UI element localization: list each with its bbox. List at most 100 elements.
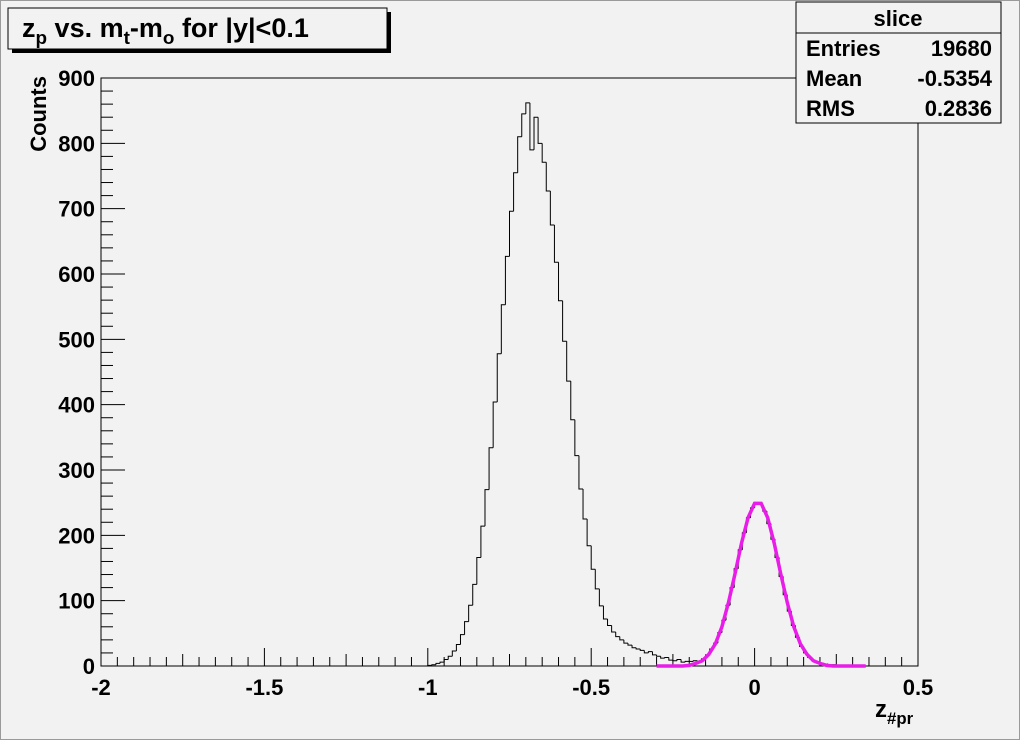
y-tick-label: 400 — [58, 393, 95, 418]
histogram-bin — [492, 401, 498, 448]
histogram-bin — [488, 447, 494, 490]
histogram-bin — [480, 525, 485, 558]
stats-value: -0.5354 — [917, 66, 992, 91]
text-run: vs. m — [47, 13, 124, 43]
x-tick-label: -1 — [418, 675, 438, 700]
plot-area — [100, 77, 919, 668]
text-run: #pr — [887, 709, 914, 728]
y-tick-label: 100 — [58, 589, 95, 614]
histogram-bin — [598, 588, 604, 607]
histogram-bin — [668, 657, 673, 661]
plot-frame — [100, 77, 919, 667]
text-run: -m — [130, 13, 163, 43]
y-tick-label: 900 — [58, 66, 95, 91]
histogram-bin — [513, 172, 518, 212]
text-run: o — [163, 28, 175, 49]
histogram-bin — [627, 643, 633, 646]
histogram-bin — [443, 658, 449, 663]
histogram-bin — [496, 353, 502, 403]
histogram-bin — [529, 102, 535, 151]
x-tick-label: -0.5 — [572, 675, 610, 700]
histogram-bin — [590, 545, 596, 570]
histogram-bin — [464, 621, 469, 635]
text-run: z — [22, 13, 36, 43]
histogram-bin — [684, 660, 690, 663]
histogram-bin — [431, 664, 436, 666]
histogram-bin — [594, 569, 600, 590]
histogram-bin — [517, 136, 522, 173]
y-tick-label: 600 — [58, 262, 95, 287]
stats-box — [795, 1, 1002, 124]
stats-value: 0.2836 — [925, 96, 992, 121]
histogram-bin — [476, 557, 481, 585]
histogram-bin — [562, 300, 567, 342]
histogram-bin — [570, 381, 575, 421]
histogram-bin — [553, 225, 559, 263]
histogram-bin — [643, 650, 649, 654]
stats-label: RMS — [806, 96, 855, 121]
histogram-bin — [602, 605, 608, 620]
histogram-bin — [631, 645, 637, 649]
histogram-bin — [533, 116, 539, 150]
histogram-bin — [672, 660, 677, 662]
x-axis-label: z#pr — [875, 696, 914, 728]
y-tick-label: 0 — [83, 654, 95, 679]
text-run: for |y|<0.1 — [174, 13, 308, 43]
stats-label: Mean — [806, 66, 862, 91]
histogram-bin — [680, 659, 686, 663]
histogram-bin — [537, 117, 543, 144]
histogram-bin — [504, 255, 510, 305]
fit-curve — [656, 501, 866, 668]
histogram-bin — [619, 636, 624, 641]
histogram-bin — [521, 113, 526, 137]
histogram-bin — [558, 262, 563, 302]
histogram-bin — [582, 488, 588, 520]
histogram-bin — [545, 162, 551, 192]
histogram-bin — [639, 649, 645, 651]
histogram-bin — [447, 655, 453, 660]
chart-title: zp vs. mt-mo for |y|<0.1 — [22, 13, 309, 49]
histogram-bin — [459, 634, 465, 645]
histogram-bin — [451, 650, 457, 657]
histogram-bin — [468, 604, 473, 622]
histogram-bin — [455, 643, 461, 651]
histogram-bin — [692, 660, 698, 662]
histogram-bin — [500, 304, 506, 354]
histogram-bin — [660, 656, 665, 659]
histogram-bin — [472, 583, 477, 606]
histogram-bin — [435, 662, 441, 665]
x-tick-label: 0.5 — [903, 675, 934, 700]
histogram-bin — [647, 651, 653, 653]
stats-label: Entries — [806, 36, 881, 61]
histogram-bin — [439, 661, 445, 664]
y-tick-label: 500 — [58, 327, 95, 352]
text-run: t — [124, 28, 131, 49]
histogram-bin — [484, 489, 490, 527]
y-tick-label: 800 — [58, 131, 95, 156]
histogram-bin — [427, 664, 432, 666]
x-tick-label: -2 — [91, 675, 111, 700]
histogram-bin — [549, 191, 555, 226]
histogram-bin — [509, 210, 514, 257]
histogram-bin — [607, 618, 612, 626]
histogram-bin — [651, 651, 657, 656]
histogram-bin — [566, 341, 571, 382]
y-tick-label: 300 — [58, 458, 95, 483]
histogram-bin — [525, 102, 530, 114]
histogram-bin — [676, 658, 682, 661]
text-run: z — [875, 696, 887, 723]
x-tick-label: -1.5 — [245, 675, 283, 700]
histogram-bin — [656, 654, 661, 657]
histogram-bin — [664, 657, 669, 659]
histogram-bin — [586, 519, 592, 547]
stats-title: slice — [874, 6, 923, 31]
stats-value: 19680 — [931, 36, 992, 61]
histogram-bin — [635, 647, 641, 650]
histogram-bin — [574, 419, 579, 457]
histogram-bin — [623, 639, 628, 644]
x-tick-label: 0 — [748, 675, 760, 700]
histogram-bin — [615, 632, 620, 638]
y-tick-label: 700 — [58, 197, 95, 222]
histogram-bin — [541, 143, 547, 163]
